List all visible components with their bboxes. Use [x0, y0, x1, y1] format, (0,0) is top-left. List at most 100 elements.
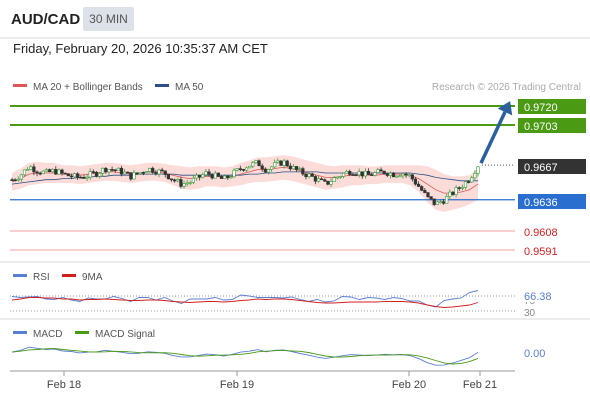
resistance1-label: 0.9703 — [524, 121, 558, 133]
candles — [10, 158, 480, 207]
forecast-arrow-shaft — [479, 111, 507, 164]
candle-body — [391, 172, 396, 178]
candle-body — [354, 174, 358, 176]
candle-body — [232, 169, 236, 178]
candle-body — [241, 169, 246, 171]
candle-body — [35, 171, 39, 174]
candle-body — [201, 174, 205, 178]
candle-body — [163, 170, 167, 175]
candle-body — [126, 171, 130, 174]
candle-body — [373, 172, 377, 176]
candle-body — [304, 173, 308, 178]
candle-body — [407, 174, 411, 177]
candle-body — [47, 169, 52, 173]
macd-legend-label: MACD — [33, 329, 62, 340]
candle-body — [276, 160, 280, 163]
candle-body — [398, 175, 402, 178]
forecast-arrow-head — [497, 101, 513, 116]
x-tick-feb21: Feb 21 — [463, 379, 497, 391]
support2-label: 0.9591 — [524, 246, 558, 258]
candle-body — [110, 169, 114, 171]
candle-body — [279, 160, 283, 166]
candle-body — [376, 169, 380, 173]
rsi-legend-swatch — [13, 274, 27, 277]
candle-body — [204, 171, 208, 176]
price-layer — [10, 101, 515, 251]
candle-body — [263, 168, 267, 173]
candle-body — [298, 168, 302, 170]
candle-body — [226, 175, 230, 179]
candle-body — [76, 173, 80, 178]
candle-body — [470, 177, 474, 183]
candle-body — [307, 173, 311, 178]
candle-body — [113, 169, 117, 172]
support1-label: 0.9608 — [524, 227, 558, 239]
candle-body — [441, 201, 446, 204]
candle-body — [332, 177, 336, 182]
candle-body — [363, 170, 368, 177]
candle-body — [60, 169, 64, 174]
candle-body — [473, 173, 477, 179]
candle-body — [79, 176, 83, 179]
x-tick-feb20: Feb 20 — [392, 379, 426, 391]
candle-body — [138, 172, 142, 175]
rsi-line — [11, 290, 479, 308]
macd-value-label: 0.00 — [524, 348, 545, 360]
candle-body — [210, 173, 214, 179]
chart-datetime: Friday, February 20, 2026 10:35:37 AM CE… — [13, 41, 268, 56]
candle-body — [198, 174, 202, 178]
candle-body — [151, 167, 155, 173]
candle-body — [410, 174, 414, 180]
candle-body — [413, 178, 418, 185]
candle-body — [335, 176, 339, 179]
rsi-level-30-label: 30 — [524, 308, 536, 319]
candle-body — [445, 196, 449, 204]
candle-body — [251, 162, 255, 167]
candle-body — [329, 181, 333, 185]
candle-body — [388, 172, 393, 176]
candle-body — [316, 178, 321, 182]
candle-body — [338, 176, 342, 178]
candle-body — [219, 176, 224, 179]
candle-body — [423, 190, 427, 193]
macd-signal-legend-label: MACD Signal — [95, 329, 155, 340]
candle-body — [141, 172, 145, 174]
timeframe-badge[interactable]: 30 MIN — [83, 7, 134, 31]
rsi-ma-line — [11, 297, 479, 308]
x-tick-feb19: Feb 19 — [220, 379, 254, 391]
candle-body — [476, 166, 480, 174]
candle-body — [385, 173, 389, 176]
candle-body — [213, 172, 217, 179]
candle-body — [266, 169, 271, 173]
candle-body — [94, 171, 99, 177]
candle-body — [91, 171, 95, 173]
candle-body — [41, 170, 45, 174]
candle-body — [132, 172, 136, 180]
candle-body — [238, 168, 242, 170]
research-credit: Research © 2026 Trading Central — [432, 82, 581, 93]
candle-body — [44, 169, 49, 172]
candle-body — [269, 166, 274, 170]
candle-body — [301, 168, 305, 175]
candle-body — [273, 162, 277, 168]
macd-signal-legend-swatch — [75, 331, 89, 334]
candle-body — [97, 173, 102, 177]
bollinger-band — [12, 155, 478, 212]
pivot-label-box — [518, 194, 586, 209]
candle-body — [326, 180, 330, 185]
candle-body — [38, 172, 42, 175]
candle-body — [451, 191, 455, 195]
chart-header: AUD/CAD 30 MIN — [0, 0, 590, 38]
bollinger-legend-swatch — [13, 84, 27, 87]
candle-body — [313, 176, 317, 182]
candle-body — [66, 173, 70, 177]
candle-body — [216, 172, 221, 177]
candle-body — [148, 167, 152, 172]
candle-body — [429, 196, 433, 200]
candle-body — [185, 182, 189, 185]
candle-body — [295, 166, 299, 170]
candle-body — [404, 173, 408, 176]
candle-body — [104, 167, 108, 173]
candle-body — [144, 171, 149, 173]
